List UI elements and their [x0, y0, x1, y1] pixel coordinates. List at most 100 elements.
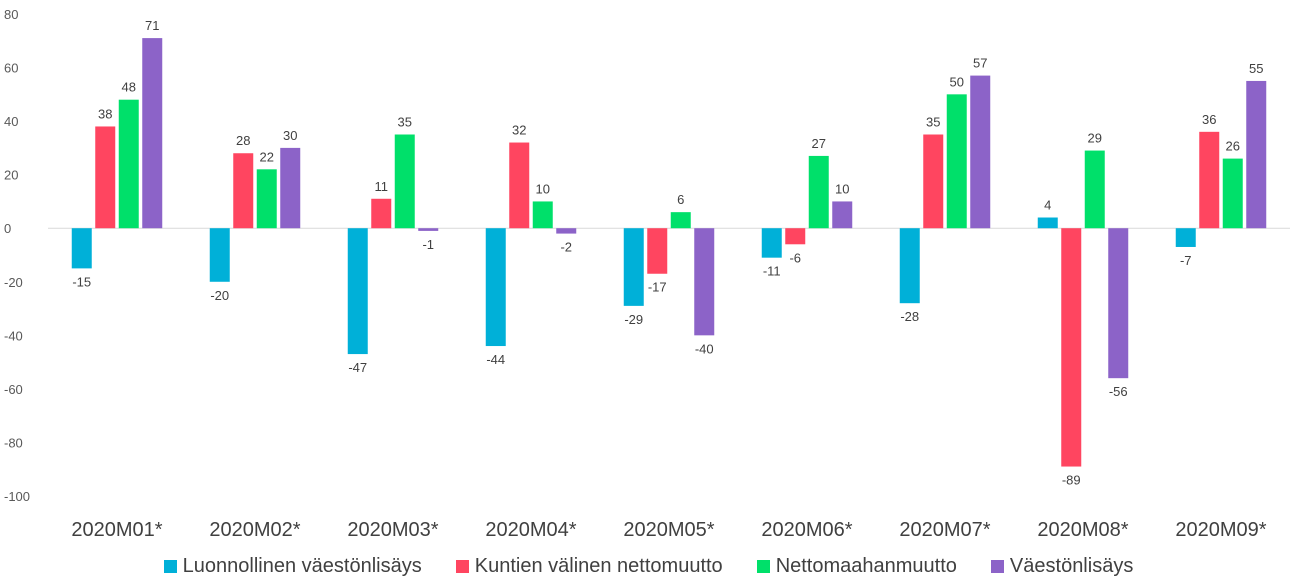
- data-label: 35: [398, 115, 412, 130]
- data-label: 55: [1249, 61, 1263, 76]
- data-label: -89: [1062, 473, 1081, 488]
- data-label: 38: [98, 106, 112, 121]
- data-label: 71: [145, 18, 159, 33]
- data-label: 26: [1226, 139, 1240, 154]
- bar: [1222, 158, 1243, 229]
- data-label: -2: [560, 240, 572, 255]
- data-label: 48: [122, 80, 136, 95]
- data-label: -6: [789, 250, 801, 265]
- data-label: 11: [375, 179, 389, 194]
- bar: [761, 228, 782, 258]
- data-label: -1: [422, 237, 434, 252]
- bar: [118, 99, 139, 229]
- data-label: 32: [512, 123, 526, 138]
- data-label: 4: [1044, 198, 1051, 213]
- data-label: 6: [677, 192, 684, 207]
- bar: [970, 75, 991, 229]
- bar: [532, 201, 553, 229]
- data-label: -28: [900, 309, 919, 324]
- bar: [1175, 228, 1196, 247]
- x-tick-label: 2020M04*: [485, 519, 576, 541]
- x-tick-label: 2020M01*: [71, 519, 162, 541]
- y-tick-label: -40: [4, 328, 23, 343]
- bar: [485, 228, 506, 347]
- bar: [556, 228, 577, 234]
- bar: [347, 228, 368, 355]
- y-tick-label: 20: [4, 168, 18, 183]
- bar: [209, 228, 230, 282]
- data-label: 10: [835, 181, 849, 196]
- data-label: -56: [1109, 384, 1128, 399]
- data-label: 57: [973, 56, 987, 71]
- data-label: -40: [695, 341, 714, 356]
- bar: [832, 201, 853, 229]
- data-label: 22: [260, 149, 274, 164]
- data-label: -15: [72, 274, 91, 289]
- y-tick-label: -80: [4, 435, 23, 450]
- legend: Luonnollinen väestönlisäys Kuntien väline…: [0, 553, 1297, 579]
- data-label: -7: [1180, 253, 1192, 268]
- bar: [233, 153, 254, 229]
- x-tick-label: 2020M06*: [761, 519, 852, 541]
- data-label: 50: [950, 74, 964, 89]
- legend-item: Väestönlisäys: [990, 554, 1134, 578]
- data-label: -17: [648, 280, 667, 295]
- legend-swatch: [756, 559, 770, 573]
- x-tick-label: 2020M09*: [1175, 519, 1266, 541]
- x-tick-label: 2020M05*: [623, 519, 714, 541]
- bar: [808, 155, 829, 229]
- bar: [1084, 150, 1105, 229]
- y-tick-label: 40: [4, 114, 18, 129]
- y-tick-label: 80: [4, 7, 18, 22]
- bar: [371, 198, 392, 229]
- legend-swatch: [455, 559, 469, 573]
- bar: [95, 126, 116, 229]
- y-tick-label: -20: [4, 275, 23, 290]
- bar: [1037, 217, 1058, 229]
- data-label: 29: [1088, 131, 1102, 146]
- data-label: -44: [486, 352, 505, 367]
- legend-item: Nettomaahanmuutto: [756, 554, 957, 578]
- bar: [418, 228, 439, 231]
- data-label: -47: [348, 360, 367, 375]
- y-axis: -100 -80 -60 -40 -20 0 20 40 60 80: [4, 7, 30, 504]
- bar: [71, 228, 92, 269]
- bar: [394, 134, 415, 229]
- data-label: 28: [236, 133, 250, 148]
- data-label: 10: [536, 181, 550, 196]
- data-label: -11: [763, 264, 781, 279]
- data-label: 35: [926, 115, 940, 130]
- bar: [946, 94, 967, 229]
- data-label: 30: [283, 128, 297, 143]
- bar: [1246, 80, 1267, 229]
- legend-swatch: [163, 559, 177, 573]
- bar: [256, 169, 277, 229]
- x-tick-label: 2020M08*: [1037, 519, 1128, 541]
- bar: [923, 134, 944, 229]
- legend-item: Kuntien välinen nettomuutto: [455, 555, 723, 578]
- y-tick-label: -100: [4, 489, 30, 504]
- legend-label: Väestönlisäys: [1009, 554, 1134, 577]
- data-labels: -15 38 48 71 -20 28 22 30 -47 11 35 -1 -44 32 10 -2 -29 -…: [72, 18, 1263, 487]
- bar: [142, 38, 163, 229]
- data-label: 36: [1202, 112, 1216, 127]
- bar: [280, 147, 301, 229]
- x-axis: 2020M01* 2020M02* 2020M03* 2020M04* 2020M05*…: [71, 519, 1266, 541]
- y-tick-label: 60: [4, 61, 18, 76]
- bar: [694, 228, 715, 336]
- y-tick-label: -60: [4, 382, 23, 397]
- legend-item: Luonnollinen väestönlisäys: [163, 554, 422, 578]
- bars: [71, 38, 1267, 467]
- x-tick-label: 2020M07*: [899, 519, 990, 541]
- bar-chart: -100 -80 -60 -40 -20 0 20 40 60 80 -15 38 48 71 -20 28…: [4, 7, 1290, 541]
- bar: [647, 228, 668, 274]
- bar: [1061, 228, 1082, 467]
- bar: [509, 142, 530, 229]
- bar: [785, 228, 806, 245]
- data-label: -20: [210, 288, 229, 303]
- legend-label: Nettomaahanmuutto: [775, 554, 957, 577]
- bar: [670, 212, 691, 229]
- x-tick-label: 2020M02*: [209, 519, 300, 541]
- legend-label: Luonnollinen väestönlisäys: [182, 554, 422, 577]
- bar: [1199, 131, 1220, 229]
